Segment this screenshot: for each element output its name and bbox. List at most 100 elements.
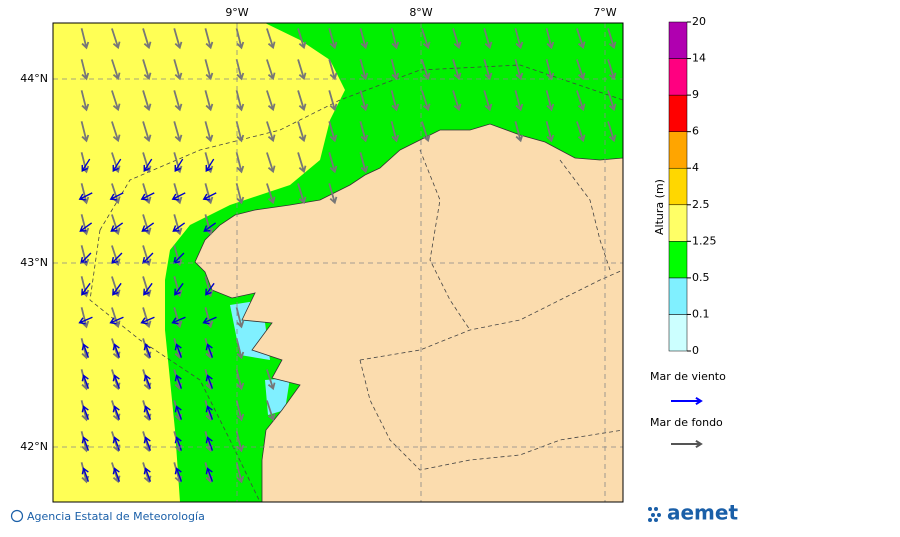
arrow bbox=[359, 121, 369, 143]
arrow bbox=[142, 121, 152, 143]
arrow bbox=[205, 158, 215, 173]
lat-label: 43°N bbox=[20, 256, 48, 269]
arrow bbox=[140, 192, 155, 201]
arrow bbox=[576, 28, 586, 50]
arrow bbox=[204, 400, 214, 422]
arrow bbox=[142, 59, 152, 81]
arrow bbox=[142, 28, 152, 50]
arrow bbox=[143, 436, 152, 451]
colorbar-tick-label: 9 bbox=[692, 88, 699, 101]
colorbar-tick-label: 14 bbox=[692, 52, 706, 65]
arrow bbox=[545, 121, 555, 143]
arrow bbox=[112, 436, 121, 451]
arrow bbox=[143, 467, 152, 482]
arrow bbox=[143, 405, 152, 420]
arrow bbox=[514, 28, 524, 50]
lat-label: 42°N bbox=[20, 440, 48, 453]
arrow bbox=[576, 59, 586, 81]
arrow bbox=[266, 369, 276, 391]
arrow bbox=[110, 222, 124, 232]
arrow bbox=[142, 400, 152, 422]
arrow bbox=[174, 374, 183, 389]
arrow bbox=[111, 90, 121, 112]
arrow bbox=[203, 222, 217, 232]
legend-label: Mar de fondo bbox=[650, 416, 723, 429]
arrow bbox=[112, 282, 122, 296]
arrow bbox=[421, 121, 431, 143]
colorbar-tick-label: 1.25 bbox=[692, 234, 717, 247]
arrow bbox=[205, 282, 215, 296]
arrow bbox=[514, 59, 524, 81]
arrow bbox=[112, 343, 121, 358]
arrow bbox=[81, 436, 90, 451]
arrow bbox=[173, 338, 183, 360]
lon-label: 8°W bbox=[409, 6, 432, 19]
arrow bbox=[173, 28, 183, 50]
arrow bbox=[142, 462, 152, 484]
land bbox=[194, 123, 623, 502]
arrow bbox=[173, 400, 183, 422]
arrow bbox=[81, 467, 90, 482]
arrow bbox=[173, 369, 183, 391]
arrow bbox=[452, 90, 462, 112]
arrow bbox=[204, 369, 214, 391]
arrow bbox=[671, 396, 703, 406]
legend bbox=[671, 396, 703, 449]
arrow bbox=[607, 121, 617, 143]
arrow bbox=[111, 59, 121, 81]
arrow bbox=[204, 28, 214, 50]
arrow bbox=[204, 121, 214, 143]
arrow bbox=[297, 59, 307, 81]
arrow bbox=[204, 338, 214, 360]
arrow bbox=[111, 400, 121, 422]
arrow bbox=[109, 192, 124, 201]
arrow bbox=[112, 467, 121, 482]
colorbar-segment bbox=[668, 241, 688, 279]
arrow bbox=[205, 343, 214, 358]
arrow bbox=[173, 462, 183, 484]
wave-arrows bbox=[78, 28, 617, 484]
arrow bbox=[483, 90, 493, 112]
arrow bbox=[390, 121, 400, 143]
arrow bbox=[111, 121, 121, 143]
arrow bbox=[328, 183, 338, 205]
arrow bbox=[171, 192, 186, 201]
legend-label: Mar de viento bbox=[650, 370, 726, 383]
arrow bbox=[143, 158, 153, 173]
colorbar-tick-label: 4 bbox=[692, 161, 699, 174]
arrow bbox=[297, 183, 307, 205]
colorbar-tick-label: 0.5 bbox=[692, 271, 710, 284]
arrow bbox=[235, 152, 245, 174]
arrow bbox=[576, 90, 586, 112]
arrow bbox=[607, 28, 617, 50]
arrow bbox=[390, 28, 400, 50]
arrow bbox=[421, 28, 431, 50]
arrow bbox=[111, 28, 121, 50]
arrow bbox=[266, 59, 276, 81]
arrow bbox=[140, 316, 155, 325]
arrow bbox=[266, 90, 276, 112]
arrow bbox=[143, 343, 152, 358]
arrow bbox=[80, 28, 90, 50]
arrow bbox=[202, 316, 217, 325]
arrow bbox=[235, 307, 245, 329]
arrow bbox=[142, 90, 152, 112]
footer-credit: Agencia Estatal de Meteorología bbox=[27, 510, 205, 523]
arrow bbox=[607, 59, 617, 81]
arrow bbox=[80, 90, 90, 112]
arrow bbox=[576, 121, 586, 143]
arrow bbox=[174, 282, 184, 296]
arrow bbox=[205, 467, 214, 482]
logo-text: aemet bbox=[667, 501, 738, 525]
arrow bbox=[359, 90, 369, 112]
colorbar-tick-label: 0.1 bbox=[692, 307, 710, 320]
arrow bbox=[111, 252, 123, 264]
arrow bbox=[359, 59, 369, 81]
arrow bbox=[78, 192, 93, 201]
colorbar-tick-label: 2.5 bbox=[692, 198, 710, 211]
arrow bbox=[514, 90, 524, 112]
lon-label: 7°W bbox=[593, 6, 616, 19]
arrow bbox=[266, 183, 276, 205]
arrow bbox=[204, 90, 214, 112]
